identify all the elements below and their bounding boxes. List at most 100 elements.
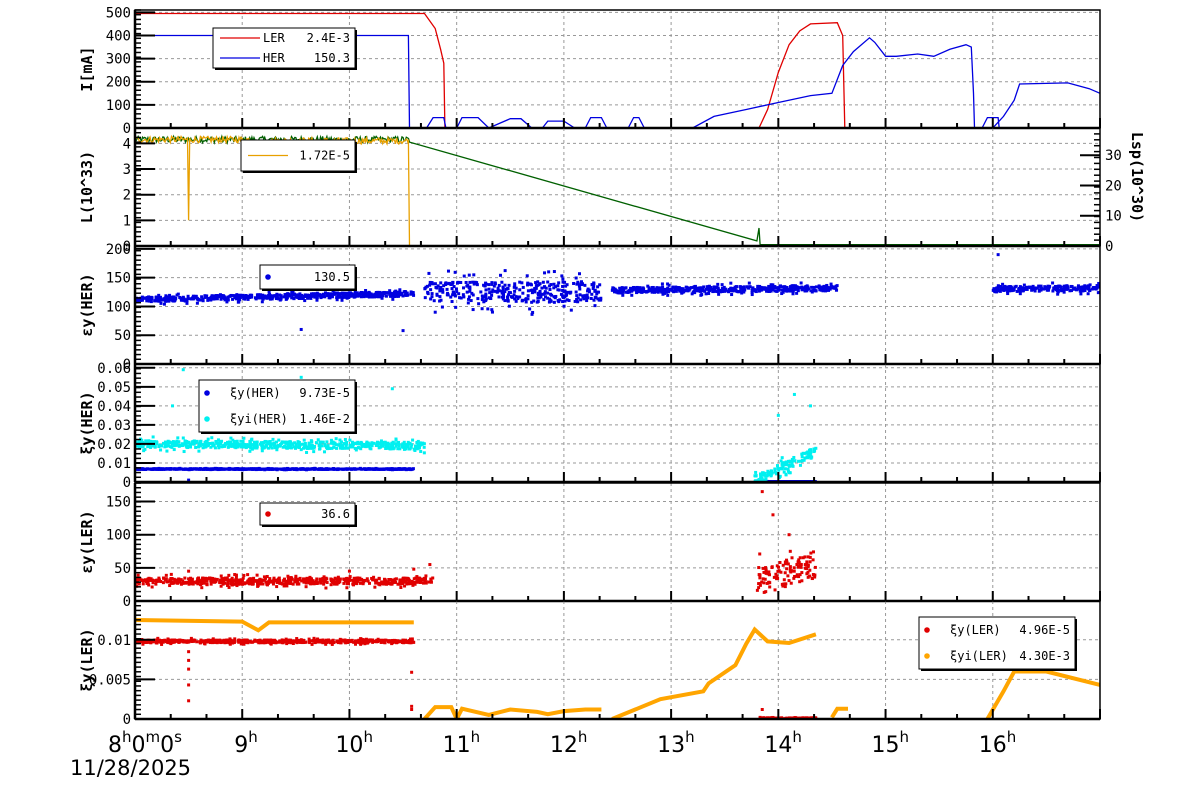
legend-value: 36.6 — [321, 507, 350, 521]
series-ξyi(HER) — [135, 368, 818, 482]
y2-tick-label: 20 — [1105, 178, 1122, 194]
y-tick-label: 0 — [123, 712, 131, 728]
date-label: 11/28/2025 — [70, 756, 192, 780]
y-tick-label: 500 — [106, 5, 131, 21]
x-tick-label: 12h — [550, 728, 588, 758]
y-tick-label: 100 — [106, 299, 131, 315]
y2-axis-label: Lsp(10^30) — [1128, 132, 1146, 222]
legend: 4.96E-5 ξy(LER) 4.30E-3 ξyi(LER) — [918, 616, 1077, 671]
y-tick-label: 0 — [123, 475, 131, 491]
y-tick-label: 0 — [123, 239, 131, 255]
y-tick-label: 150 — [106, 271, 131, 287]
legend-swatch — [924, 653, 930, 659]
series-LER — [135, 12, 1100, 128]
x-tick-label: 9h — [234, 728, 258, 758]
y-tick-label: 0.01 — [97, 456, 131, 472]
legend: 130.5 — [259, 264, 357, 291]
legend: 1.72E-5 — [240, 139, 357, 173]
plot-frame — [134, 245, 1101, 365]
panel-current: 0 100 200 300 400 500 I[mA] 2.4E-3 LER 150.3 HER — [78, 5, 1101, 137]
y-axis-label: L(10^33) — [78, 151, 96, 223]
y-tick-label: 3 — [123, 162, 131, 178]
legend-swatch — [265, 511, 271, 517]
y-tick-label: 0.04 — [97, 399, 131, 415]
y-tick-label: 300 — [106, 52, 131, 68]
x-axis-labels: 8h0m0s 9h 10h 11h 12h 13h 14h 15h 16h — [108, 728, 1016, 758]
y-tick-label: 0 — [123, 121, 131, 137]
series-group — [135, 253, 1100, 333]
y-tick-label: 0.005 — [89, 672, 131, 688]
legend-swatch — [924, 627, 930, 633]
legend-name: ξy(LER) — [950, 623, 1001, 637]
y-axis-label: εy(HER) — [78, 273, 96, 336]
y-tick-label: 50 — [114, 328, 131, 344]
x-tick-label: 15h — [872, 728, 910, 758]
legend-swatch — [265, 274, 271, 280]
x-tick-label: 14h — [764, 728, 802, 758]
legend: 9.73E-5 ξy(HER) 1.46E-2 ξyi(HER) — [198, 379, 357, 434]
series-ξyi(LER) — [135, 618, 1100, 719]
series-HER — [135, 34, 1100, 128]
series-εy(HER) — [135, 253, 1100, 333]
legend-value: 4.96E-5 — [1019, 623, 1070, 637]
x-tick-label-start: 8h0m0s — [108, 728, 182, 758]
series-εy(LER) — [135, 490, 817, 594]
y-tick-label: 200 — [106, 242, 131, 258]
legend-value: 2.4E-3 — [307, 31, 350, 45]
y2-tick-label: 30 — [1105, 148, 1122, 164]
legend-value: 150.3 — [314, 51, 350, 65]
y-tick-label: 0 — [123, 357, 131, 373]
legend-swatch — [204, 416, 210, 422]
series-group — [135, 490, 817, 594]
legend-name: ξyi(HER) — [230, 412, 288, 426]
legend-value: 1.46E-2 — [299, 412, 350, 426]
legend-name: HER — [263, 51, 285, 65]
y-tick-label: 0.02 — [97, 437, 131, 453]
x-tick-label: 13h — [657, 728, 695, 758]
y-tick-label: 1 — [123, 213, 131, 229]
y-tick-label: 0.01 — [97, 633, 131, 649]
y-tick-label: 0 — [123, 594, 131, 610]
panel-luminosity: 0 1 2 3 4 L(10^33) 0 10 20 30 Lsp(10^30) 1.72E-5 — [78, 127, 1146, 255]
x-tick-label: 10h — [335, 728, 373, 758]
y-tick-label: 150 — [106, 495, 131, 511]
y-axis-label: I[mA] — [78, 46, 96, 91]
series-HER-tail — [992, 82, 1100, 128]
legend-value: 130.5 — [314, 270, 350, 284]
y-tick-label: 0.05 — [97, 380, 131, 396]
y-tick-label: 0.03 — [97, 418, 131, 434]
legend: 2.4E-3 LER 150.3 HER — [212, 27, 357, 70]
legend: 36.6 — [259, 502, 357, 527]
series-group — [135, 12, 1100, 128]
y2-tick-label: 0 — [1105, 239, 1113, 255]
y-tick-label: 4 — [123, 136, 131, 152]
grid — [135, 601, 1100, 719]
y-axis-label: ξy(LER) — [78, 628, 96, 691]
x-tick-label: 16h — [979, 728, 1017, 758]
panel-emit-her: 0 50 100 150 200 εy(HER) 130.5 — [78, 242, 1101, 373]
legend-name: ξyi(LER) — [950, 649, 1008, 663]
legend-swatch — [204, 390, 210, 396]
legend-value: 9.73E-5 — [299, 386, 350, 400]
grid — [135, 364, 1100, 482]
legend-value: 4.30E-3 — [1019, 649, 1070, 663]
legend-value: 1.72E-5 — [299, 149, 350, 163]
y-tick-label: 200 — [106, 75, 131, 91]
legend-name: ξy(HER) — [230, 386, 281, 400]
x-tick-label: 11h — [443, 728, 481, 758]
y-tick-label: 0.06 — [97, 361, 131, 377]
y-axis-label: ξy(HER) — [78, 391, 96, 454]
series-group — [135, 368, 818, 482]
y-tick-label: 400 — [106, 28, 131, 44]
legend-name: LER — [263, 31, 285, 45]
panel-emit-ler: 0 50 100 150 εy(LER) 36.6 — [78, 482, 1101, 610]
y-tick-label: 50 — [114, 561, 131, 577]
y-tick-label: 100 — [106, 528, 131, 544]
y-axis-label: εy(LER) — [78, 510, 96, 573]
grid — [135, 10, 1100, 128]
y-tick-label: 2 — [123, 188, 131, 204]
grid — [135, 246, 1100, 364]
